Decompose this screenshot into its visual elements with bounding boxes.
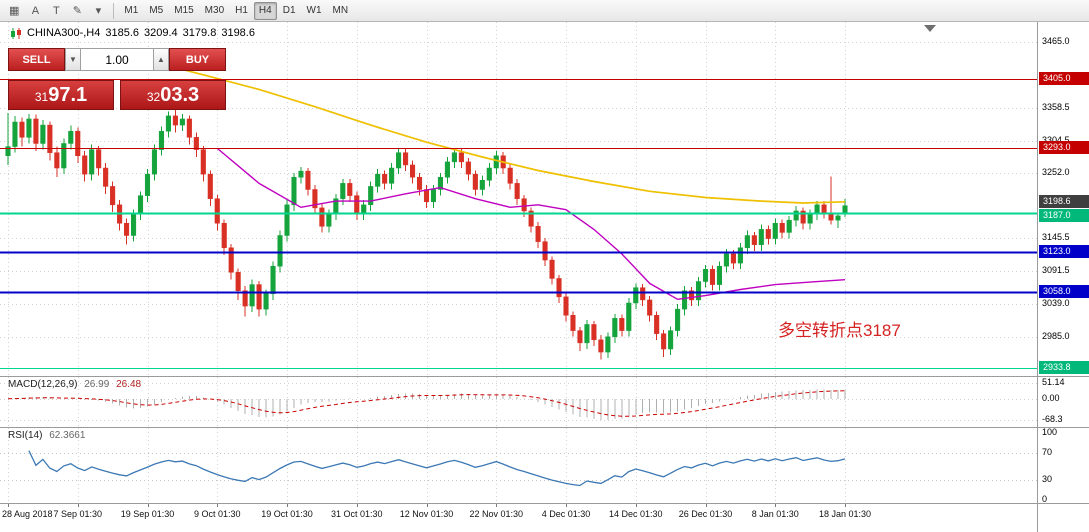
time-axis-label: 26 Dec 01:30 (678, 509, 733, 519)
price-axis-label: 2985.0 (1042, 330, 1070, 341)
sell-button[interactable]: SELL (8, 48, 65, 71)
time-axis-label: 22 Nov 01:30 (469, 509, 524, 519)
ohlc-high: 3209.4 (144, 27, 178, 39)
macd-main-value: 26.99 (84, 379, 110, 390)
rsi-value: 62.3661 (49, 430, 86, 441)
timeframe-h4-button[interactable]: H4 (253, 1, 277, 20)
time-axis-label: 19 Oct 01:30 (261, 509, 313, 519)
price-tag-2933.8: 2933.8 (1039, 361, 1089, 375)
timeframe-m30-button[interactable]: M30 (204, 5, 225, 16)
volume-input[interactable]: 1.00 (80, 48, 154, 71)
chart-header: CHINA300-,H4 3185.6 3209.4 3179.8 3198.6 (10, 27, 255, 39)
macd-axis-label: 0.00 (1042, 392, 1060, 403)
ohlc-close: 3198.6 (221, 27, 255, 39)
price-axis-label: 3145.5 (1042, 232, 1070, 243)
time-axis-label: 28 Aug 2018 (2, 509, 53, 519)
sell-price-button[interactable]: 3197.1 (8, 80, 114, 110)
time-axis-label: 8 Jan 01:30 (751, 509, 799, 519)
arrow-down-icon: ▼ (69, 55, 77, 64)
price-tag-3405.0: 3405.0 (1039, 72, 1089, 86)
buy-button[interactable]: BUY (169, 48, 226, 71)
price-tag-3187.0: 3187.0 (1039, 208, 1089, 222)
macd-indicator-label: MACD(12,26,9) 26.99 26.48 (8, 379, 141, 390)
time-axis-label: 4 Dec 01:30 (541, 509, 591, 519)
price-axis-label: 3358.5 (1042, 101, 1070, 112)
timeframe-buttons: M1 M5 M15 M30 H1 H4 D1 W1 MN (119, 1, 353, 20)
price-axis-label: 3465.0 (1042, 36, 1070, 47)
time-axis-label: 12 Nov 01:30 (399, 509, 454, 519)
one-click-trading-panel: SELL ▼ 1.00 ▲ BUY 3197.1 3203.3 (8, 48, 226, 110)
price-axis-label: 3091.5 (1042, 265, 1070, 276)
ohlc-low: 3179.8 (182, 27, 217, 39)
price-pips: 97.1 (48, 84, 88, 106)
text-t-icon-button[interactable]: T (53, 4, 60, 17)
dropdown-arrow-icon-button[interactable]: ▾ (95, 5, 102, 17)
volume-up-button[interactable]: ▲ (154, 48, 169, 71)
rsi-indicator-label: RSI(14) 62.3661 (8, 430, 85, 441)
time-axis[interactable]: 28 Aug 2018 7 Sep 01:30 19 Sep 01:30 9 Oct … (0, 503, 1089, 532)
arrow-up-icon: ▲ (157, 55, 165, 64)
timeframe-h1-button[interactable]: H1 (235, 5, 248, 16)
rsi-axis-label: 70 (1042, 447, 1053, 458)
timeframe-m5-button[interactable]: M5 (149, 5, 164, 16)
rsi-axis-label: 100 (1042, 427, 1058, 437)
time-axis-label: 31 Oct 01:30 (330, 509, 383, 519)
macd-axis-label: -68.3 (1042, 414, 1063, 424)
pencil-icon-button[interactable]: ✎ (72, 5, 83, 17)
macd-signal-value: 26.48 (116, 379, 142, 390)
candlestick-mini-icon (11, 27, 21, 39)
chart-annotation: 多空转折点3187 (778, 321, 901, 340)
time-axis-label: 19 Sep 01:30 (120, 509, 175, 519)
time-axis-label: 18 Jan 01:30 (818, 509, 872, 519)
price-axis-label: 3039.0 (1042, 297, 1070, 308)
symbol-timeframe-label: CHINA300-,H4 (27, 27, 101, 39)
time-axis-label: 7 Sep 01:30 (53, 509, 103, 519)
timeframe-d1-button[interactable]: D1 (282, 5, 296, 16)
price-tag-3058.0: 3058.0 (1039, 284, 1089, 298)
price-pips: 03.3 (160, 84, 200, 106)
price-prefix: 32 (146, 90, 161, 104)
toolbar: ▦ A T ✎ ▾ M1 M5 M15 M30 H1 H4 D1 W1 MN (0, 0, 1089, 22)
price-axis-label: 3252.0 (1042, 166, 1070, 177)
rsi-axis-label: 0 (1042, 494, 1048, 504)
timeframe-m1-button[interactable]: M1 (124, 5, 139, 16)
rsi-name: RSI(14) (8, 430, 43, 441)
price-tag-3123.0: 3123.0 (1039, 245, 1089, 259)
timeframe-mn-button[interactable]: MN (332, 5, 349, 16)
timeframe-m15-button[interactable]: M15 (174, 5, 194, 16)
price-axis[interactable]: 3465.0 3358.5 3304.5 3252.0 3145.5 3091.5 3039… (1037, 22, 1089, 532)
macd-name: MACD(12,26,9) (8, 379, 78, 390)
price-axis-label: 3304.5 (1042, 134, 1070, 145)
charts-icon-button[interactable]: ▦ (9, 5, 20, 17)
text-a-icon-button[interactable]: A (31, 4, 40, 17)
macd-axis-label: 51.14 (1042, 377, 1065, 387)
buy-price-button[interactable]: 3203.3 (120, 80, 226, 110)
toolbar-separator (113, 2, 115, 19)
price-tag-3198.6: 3198.6 (1039, 194, 1089, 208)
timeframe-w1-button[interactable]: W1 (306, 5, 322, 16)
trade-prices-row: 3197.1 3203.3 (8, 80, 226, 110)
toolbar-icons: ▦ A T ✎ ▾ (4, 2, 108, 20)
time-axis-label: 9 Oct 01:30 (193, 509, 241, 519)
rsi-axis-label: 30 (1042, 473, 1053, 484)
ohlc-open: 3185.6 (105, 27, 140, 39)
volume-down-button[interactable]: ▼ (65, 48, 80, 71)
price-tag-3293.0: 3293.0 (1039, 140, 1089, 154)
time-axis-label: 14 Dec 01:30 (608, 509, 663, 519)
price-prefix: 31 (34, 90, 49, 104)
trade-controls-row: SELL ▼ 1.00 ▲ BUY (8, 48, 226, 71)
